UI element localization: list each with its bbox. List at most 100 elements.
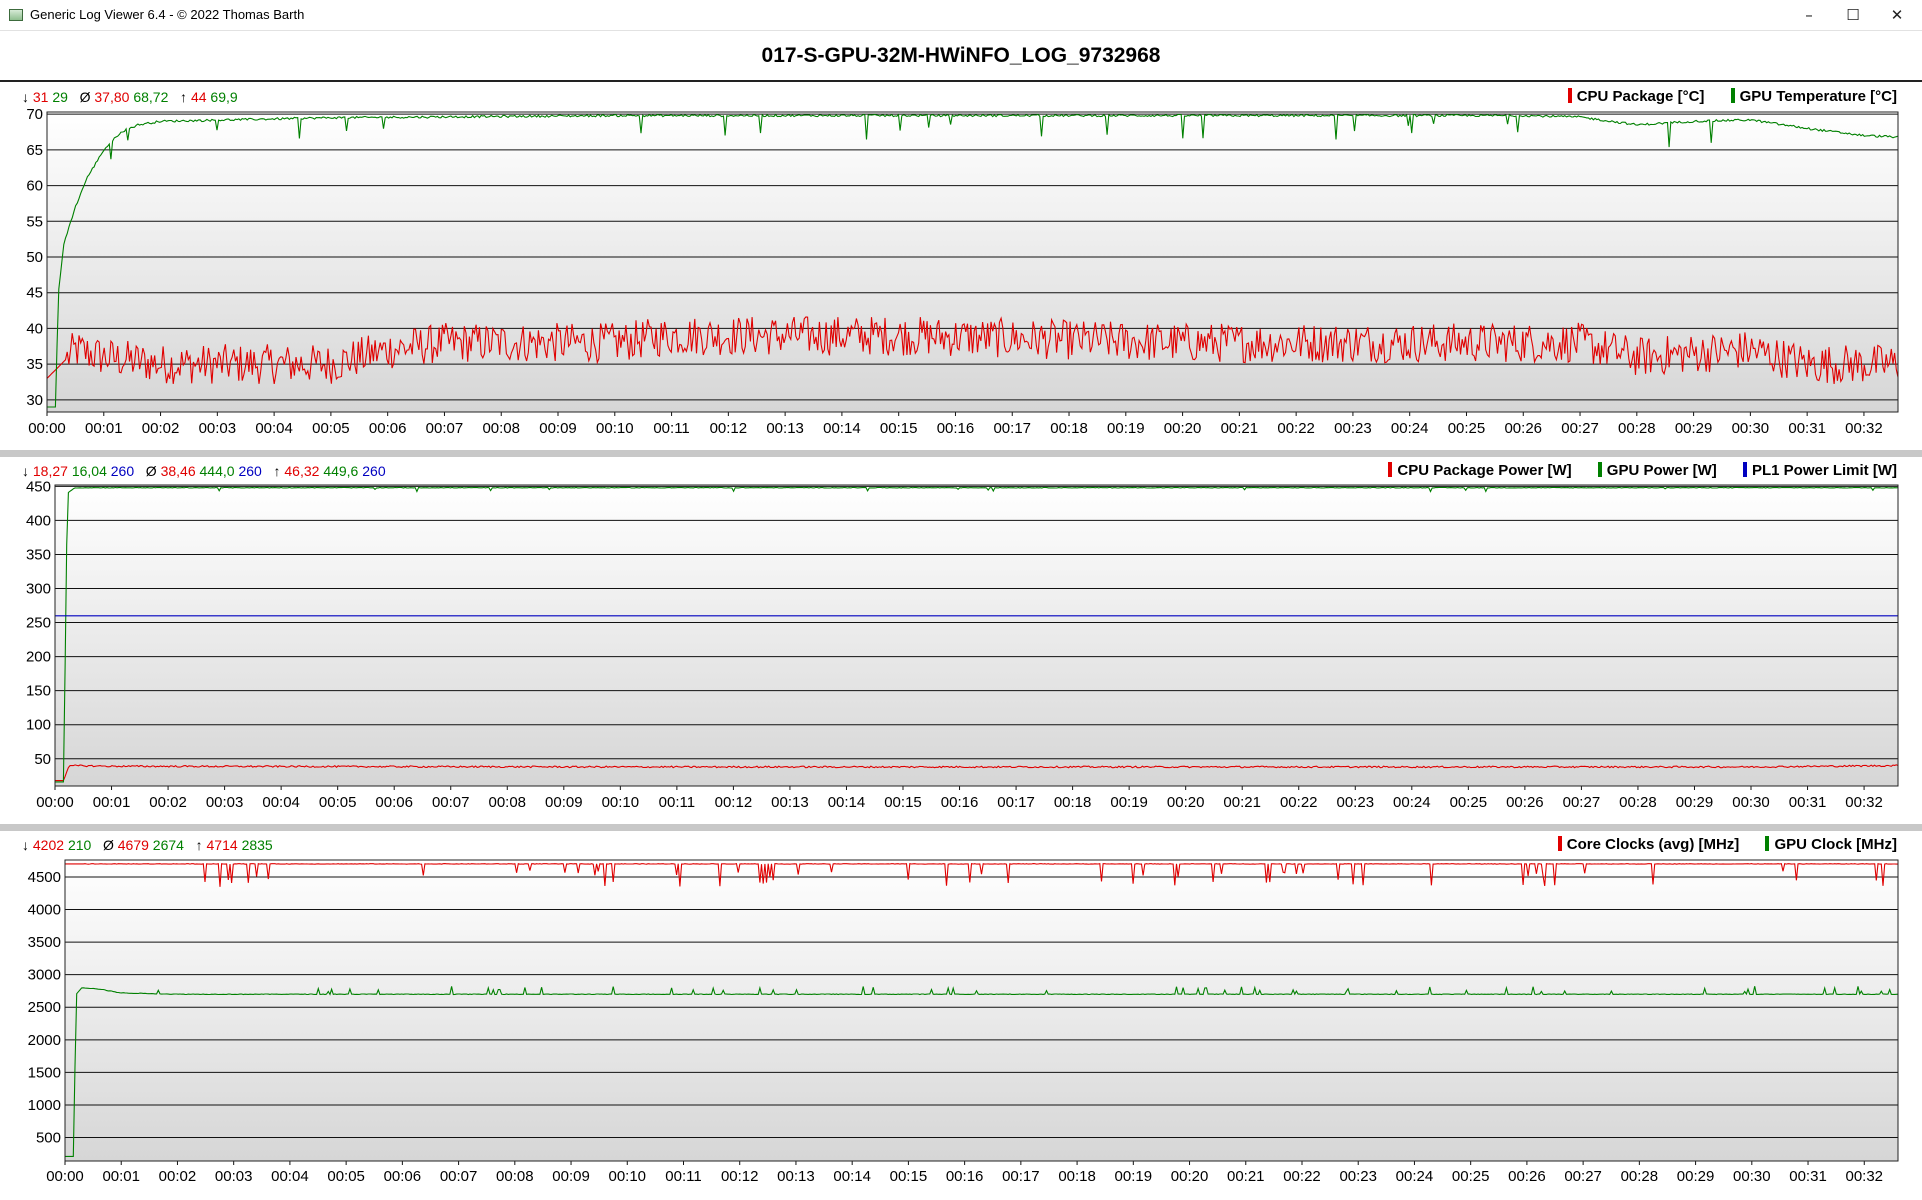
x-tick-label: 00:16 (937, 420, 975, 437)
x-tick-label: 00:02 (149, 794, 187, 811)
x-tick-label: 00:03 (206, 794, 244, 811)
x-tick-label: 00:24 (1391, 420, 1429, 437)
x-tick-label: 00:12 (721, 1168, 759, 1185)
minimize-button[interactable]: – (1805, 6, 1813, 24)
x-tick-label: 00:12 (715, 794, 753, 811)
max-symbol: ↑ (195, 837, 203, 853)
y-tick-label: 65 (26, 142, 43, 159)
chart-1: 30 35 40 45 50 55 60 65 70 00:00 00:01 00:02 00:03 00… (26, 106, 1899, 437)
x-tick-label: 00:05 (312, 420, 350, 437)
cpu-temp-max: 44 (190, 89, 207, 105)
series-line (65, 862, 1898, 887)
x-tick-label: 00:00 (36, 794, 74, 811)
x-tick-label: 00:21 (1221, 420, 1259, 437)
x-tick-label: 00:15 (890, 1168, 928, 1185)
x-tick-label: 00:19 (1115, 1168, 1153, 1185)
plot-area (55, 485, 1898, 786)
legend-pl1-power-limit[interactable]: PL1 Power Limit [W] (1742, 462, 1897, 479)
x-tick-label: 00:28 (1621, 1168, 1659, 1185)
gpu-power-avg: 444,0 (199, 463, 235, 479)
pl1-min: 260 (110, 463, 135, 479)
legend-label: GPU Temperature [°C] (1739, 88, 1897, 105)
x-tick-label: 00:06 (384, 1168, 422, 1185)
y-tick-label: 50 (26, 249, 43, 266)
x-tick-label: 00:11 (665, 1168, 701, 1185)
x-tick-label: 00:17 (1002, 1168, 1040, 1185)
y-tick-label: 250 (26, 615, 51, 632)
plot-border (64, 859, 1899, 1162)
x-tick-label: 00:01 (102, 1168, 140, 1185)
plot-border (54, 484, 1899, 787)
legend-gpu-power[interactable]: GPU Power [W] (1597, 462, 1717, 479)
y-tick-label: 4500 (28, 869, 61, 886)
x-tick-label: 00:04 (262, 794, 300, 811)
x-tick-label: 00:29 (1676, 794, 1714, 811)
y-tick-label: 1000 (28, 1097, 61, 1114)
maximize-button[interactable]: ☐ (1846, 6, 1860, 24)
plot-area (65, 860, 1898, 1161)
x-tick-label: 00:24 (1396, 1168, 1434, 1185)
x-tick-label: 00:20 (1164, 420, 1202, 437)
legend-label: PL1 Power Limit [W] (1751, 462, 1897, 479)
x-tick-label: 00:14 (828, 794, 866, 811)
y-tick-label: 45 (26, 285, 43, 302)
y-tick-label: 500 (36, 1130, 61, 1147)
x-tick-label: 00:20 (1167, 794, 1205, 811)
legend-label: GPU Power [W] (1606, 462, 1717, 479)
x-tick-label: 00:31 (1789, 1168, 1827, 1185)
y-tick-label: 30 (26, 392, 43, 409)
close-button[interactable]: ✕ (1890, 6, 1904, 24)
y-tick-label: 70 (26, 106, 43, 123)
min-symbol: ↓ (22, 89, 29, 105)
y-tick-label: 300 (26, 581, 51, 598)
x-tick-label: 00:09 (545, 794, 583, 811)
x-tick-label: 00:07 (440, 1168, 478, 1185)
legend-cpu-package[interactable]: CPU Package [°C] (1567, 88, 1705, 105)
x-tick-label: 00:10 (602, 794, 640, 811)
panel-separator (0, 824, 1922, 831)
x-tick-label: 00:06 (369, 420, 407, 437)
legend-core-clocks[interactable]: Core Clocks (avg) [MHz] (1557, 836, 1739, 853)
x-tick-label: 00:02 (142, 420, 180, 437)
temperature-legend: CPU Package [°C] GPU Temperature [°C] (1546, 88, 1897, 105)
legend-label: CPU Package [°C] (1576, 88, 1705, 105)
x-tick-label: 00:21 (1223, 794, 1261, 811)
power-stats: ↓ 18,27 16,04 260 Ø 38,46 444,0 260 ↑ 46… (22, 463, 386, 479)
x-tick-label: 00:04 (271, 1168, 309, 1185)
x-tick-label: 00:18 (1054, 794, 1092, 811)
x-tick-label: 00:25 (1448, 420, 1486, 437)
x-tick-label: 00:05 (327, 1168, 365, 1185)
pl1-max: 260 (362, 463, 386, 479)
y-tick-label: 35 (26, 356, 43, 373)
gpu-clock-avg: 2674 (152, 837, 184, 853)
legend-gpu-temperature[interactable]: GPU Temperature [°C] (1730, 88, 1897, 105)
temperature-stats: ↓ 31 29 Ø 37,80 68,72 ↑ 44 69,9 (22, 89, 238, 105)
y-tick-label: 2000 (28, 1032, 61, 1049)
x-tick-label: 00:17 (997, 794, 1035, 811)
x-tick-label: 00:03 (215, 1168, 253, 1185)
x-tick-label: 00:01 (85, 420, 123, 437)
avg-symbol: Ø (79, 89, 91, 105)
gpu-temp-avg: 68,72 (133, 89, 169, 105)
x-tick-label: 00:28 (1619, 794, 1657, 811)
legend-swatch (1388, 462, 1393, 477)
window-title: Generic Log Viewer 6.4 - © 2022 Thomas B… (30, 7, 305, 22)
x-tick-label: 00:08 (496, 1168, 534, 1185)
y-tick-label: 4000 (28, 902, 61, 919)
x-tick-label: 00:11 (653, 420, 689, 437)
legend-gpu-clock[interactable]: GPU Clock [MHz] (1765, 836, 1897, 853)
x-tick-label: 00:08 (488, 794, 526, 811)
x-tick-label: 00:23 (1337, 794, 1375, 811)
x-tick-label: 00:22 (1277, 420, 1315, 437)
max-symbol: ↑ (180, 89, 188, 105)
avg-symbol: Ø (102, 837, 114, 853)
legend-cpu-package-power[interactable]: CPU Package Power [W] (1388, 462, 1572, 479)
log-title: 017-S-GPU-32M-HWiNFO_LOG_9732968 (0, 30, 1922, 82)
cpu-temp-min: 31 (32, 89, 49, 105)
legend-swatch (1742, 462, 1747, 477)
series-line (46, 316, 1899, 385)
x-tick-label: 00:07 (426, 420, 464, 437)
x-tick-label: 00:30 (1733, 1168, 1771, 1185)
max-symbol: ↑ (273, 463, 281, 479)
chart-2: 50 100 150 200 250 300 350 400 450 00:00 00:01 00:0… (26, 478, 1899, 811)
